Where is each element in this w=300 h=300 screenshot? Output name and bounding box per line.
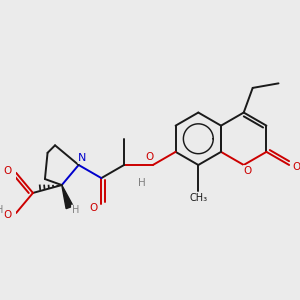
Text: CH₃: CH₃ bbox=[189, 193, 207, 203]
Text: N: N bbox=[78, 153, 87, 164]
Text: O: O bbox=[292, 162, 300, 172]
Polygon shape bbox=[62, 185, 73, 208]
Text: O: O bbox=[243, 166, 252, 176]
Text: H: H bbox=[138, 178, 146, 188]
Text: O: O bbox=[145, 152, 153, 162]
Text: O: O bbox=[4, 166, 12, 176]
Text: H: H bbox=[72, 205, 79, 215]
Text: O: O bbox=[90, 203, 98, 213]
Text: H: H bbox=[0, 205, 4, 215]
Text: O: O bbox=[4, 210, 12, 220]
